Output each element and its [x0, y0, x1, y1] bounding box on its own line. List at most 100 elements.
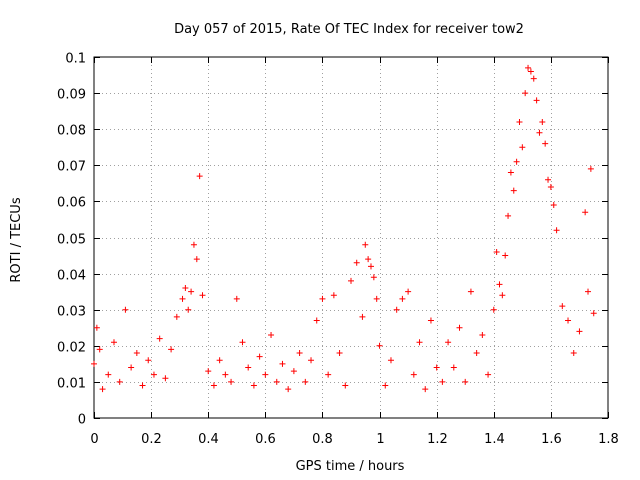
y-tick-label: 0.06	[57, 196, 86, 211]
data-point	[522, 90, 529, 97]
data-point	[485, 371, 492, 378]
data-point	[199, 292, 206, 299]
data-point	[525, 64, 532, 71]
data-point	[313, 317, 320, 324]
data-point	[553, 227, 560, 234]
y-tick-label: 0	[78, 413, 86, 428]
data-point	[473, 350, 480, 357]
data-points	[91, 64, 597, 393]
data-point	[233, 295, 240, 302]
data-point	[462, 378, 469, 385]
data-point	[325, 371, 332, 378]
data-point	[422, 386, 429, 393]
data-point	[479, 331, 486, 338]
data-point	[250, 382, 257, 389]
data-point	[116, 378, 123, 385]
data-point	[499, 292, 506, 299]
data-point	[427, 317, 434, 324]
data-point	[513, 158, 520, 165]
axis-ticks: 0 0.2 0.4 0.6 0.8 1 1.2 1.4 1.6 1.8 0 0.01 0.02 0.03 0…	[57, 52, 619, 448]
data-point	[319, 295, 326, 302]
data-point	[179, 295, 186, 302]
data-point	[545, 176, 552, 183]
data-point	[105, 371, 112, 378]
data-point	[493, 248, 500, 255]
data-point	[245, 364, 252, 371]
data-point	[382, 382, 389, 389]
data-point	[162, 375, 169, 382]
data-point	[139, 382, 146, 389]
data-point	[550, 202, 557, 209]
data-point	[110, 339, 117, 346]
data-point	[296, 350, 303, 357]
y-tick-label: 0.05	[57, 233, 86, 248]
data-point	[456, 324, 463, 331]
data-point	[239, 339, 246, 346]
data-point	[585, 288, 592, 295]
x-tick-label: 0	[90, 432, 98, 447]
data-point	[533, 97, 540, 104]
data-point	[308, 357, 315, 364]
x-tick-label: 0.4	[198, 432, 219, 447]
data-point	[439, 378, 446, 385]
data-point	[387, 357, 394, 364]
data-point	[302, 378, 309, 385]
data-point	[93, 324, 100, 331]
data-point	[196, 173, 203, 180]
data-point	[279, 360, 286, 367]
data-point	[228, 378, 235, 385]
y-tick-label: 0.09	[57, 88, 86, 103]
data-point	[122, 306, 129, 313]
data-point	[570, 350, 577, 357]
data-point	[185, 306, 192, 313]
x-tick-label: 1.6	[541, 432, 562, 447]
data-point	[188, 288, 195, 295]
data-point	[216, 357, 223, 364]
x-tick-label: 0.2	[141, 432, 162, 447]
x-tick-label: 0.6	[255, 432, 276, 447]
data-point	[519, 144, 526, 151]
data-point	[91, 360, 97, 367]
data-point	[507, 169, 514, 176]
data-point	[205, 368, 212, 375]
data-point	[173, 313, 180, 320]
data-point	[353, 259, 360, 266]
x-tick-label: 0.8	[312, 432, 333, 447]
data-point	[365, 256, 372, 263]
data-point	[262, 371, 269, 378]
data-point	[587, 165, 594, 172]
data-point	[330, 292, 337, 299]
y-tick-label: 0.01	[57, 377, 86, 392]
data-point	[348, 277, 354, 284]
y-tick-label: 0.07	[57, 160, 86, 175]
data-point	[210, 382, 217, 389]
data-point	[268, 331, 275, 338]
data-point	[285, 386, 292, 393]
data-point	[370, 274, 377, 281]
y-tick-label: 0.04	[57, 269, 86, 284]
data-point	[516, 118, 523, 125]
data-point	[193, 256, 200, 263]
data-point	[96, 346, 103, 353]
data-point	[582, 209, 589, 216]
data-point	[576, 328, 583, 335]
data-point	[362, 241, 369, 248]
data-point	[559, 303, 566, 310]
data-point	[99, 386, 106, 393]
data-point	[530, 75, 537, 82]
data-point	[342, 382, 349, 389]
data-point	[399, 295, 406, 302]
data-point	[490, 306, 497, 313]
data-point	[450, 364, 457, 371]
data-point	[496, 281, 503, 288]
y-tick-label: 0.1	[65, 52, 86, 67]
data-point	[536, 129, 543, 136]
x-axis-label: GPS time / hours	[296, 459, 405, 474]
data-point	[290, 368, 297, 375]
data-point	[527, 68, 534, 75]
data-point	[505, 212, 512, 219]
data-point	[373, 295, 380, 302]
data-point	[502, 252, 509, 259]
data-point	[467, 288, 474, 295]
data-point	[182, 285, 189, 292]
